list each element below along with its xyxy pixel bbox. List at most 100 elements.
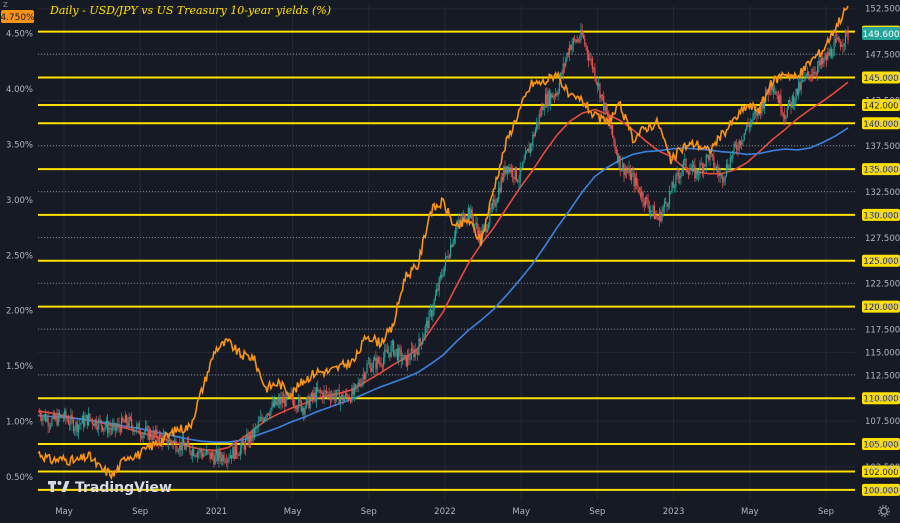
candle-body bbox=[43, 414, 45, 417]
candle-body bbox=[406, 354, 409, 366]
candle-body bbox=[614, 141, 616, 150]
candle-body bbox=[477, 229, 480, 240]
candle-body bbox=[451, 244, 453, 247]
candle-body bbox=[255, 427, 257, 429]
candle-body bbox=[157, 439, 159, 443]
right-tick-label: 122.500 bbox=[865, 280, 900, 290]
candle-body bbox=[505, 166, 507, 174]
candle-body bbox=[743, 133, 745, 140]
candle-body bbox=[624, 170, 626, 176]
candle-body bbox=[150, 430, 152, 438]
candle-body bbox=[658, 211, 661, 221]
candle-body bbox=[77, 425, 80, 433]
candle-body bbox=[715, 166, 717, 169]
candle-body bbox=[306, 396, 309, 400]
candle-body bbox=[117, 423, 119, 428]
candle-body bbox=[566, 52, 568, 60]
candle-body bbox=[258, 420, 261, 423]
candle-body bbox=[574, 38, 576, 40]
candle-body bbox=[285, 392, 287, 407]
x-tick-label: May bbox=[741, 507, 759, 517]
candle-body bbox=[838, 37, 840, 43]
candle-body bbox=[374, 357, 376, 361]
gear-icon[interactable] bbox=[878, 505, 890, 517]
candle-body bbox=[133, 430, 135, 432]
scale-mode-button[interactable]: Z bbox=[3, 1, 8, 9]
candle-body bbox=[113, 423, 115, 426]
candle-body bbox=[243, 443, 245, 450]
candle-body bbox=[613, 136, 615, 142]
candle-body bbox=[589, 58, 591, 61]
candle-body bbox=[741, 141, 743, 145]
candle-body bbox=[562, 63, 564, 74]
candle-body bbox=[474, 224, 476, 226]
candle-body bbox=[433, 300, 435, 311]
candle-body bbox=[689, 170, 691, 175]
candle-body bbox=[189, 445, 191, 453]
scale-mode-label: Z bbox=[3, 1, 8, 9]
candle-body bbox=[99, 419, 101, 421]
candle-body bbox=[67, 419, 69, 425]
candle-body bbox=[205, 450, 207, 455]
candle-body bbox=[148, 430, 150, 440]
left-tick-label: 2.00% bbox=[6, 307, 33, 317]
yield-value-label: 4.750% bbox=[0, 13, 35, 23]
candle-body bbox=[560, 72, 562, 83]
candle-body bbox=[601, 94, 604, 96]
candle-body bbox=[293, 399, 295, 406]
candle-body bbox=[670, 191, 672, 192]
candle-body bbox=[60, 415, 62, 417]
candle-body bbox=[336, 390, 338, 397]
candle-body bbox=[82, 416, 85, 427]
candle-body bbox=[419, 338, 421, 342]
candle-body bbox=[236, 443, 238, 455]
candle-body bbox=[466, 217, 468, 221]
candle-body bbox=[224, 461, 226, 463]
x-tick-label: May bbox=[512, 507, 530, 517]
candle-body bbox=[810, 75, 812, 78]
candle-body bbox=[800, 81, 802, 90]
candle-body bbox=[138, 423, 140, 435]
candle-body bbox=[382, 357, 385, 366]
level-badge bbox=[862, 300, 900, 313]
candle-body bbox=[541, 105, 543, 115]
candle-body bbox=[412, 348, 414, 350]
candle-body bbox=[281, 398, 283, 403]
candle-body bbox=[200, 449, 202, 454]
candle-body bbox=[636, 177, 638, 185]
level-badge-label: 135.000 bbox=[863, 166, 898, 176]
candle-body bbox=[756, 110, 758, 116]
candle-body bbox=[279, 398, 281, 405]
candle-body bbox=[212, 453, 214, 457]
candle-body bbox=[551, 93, 553, 98]
candle-body bbox=[280, 398, 282, 405]
candle-body bbox=[680, 173, 682, 179]
candle-body bbox=[462, 213, 464, 217]
candle-body bbox=[76, 422, 78, 433]
candle-body bbox=[441, 275, 443, 277]
candle-body bbox=[69, 424, 71, 425]
level-badge-label: 130.000 bbox=[863, 211, 898, 221]
candle-body bbox=[176, 450, 178, 452]
candle-body bbox=[796, 88, 798, 95]
candle-body bbox=[170, 439, 172, 443]
candle-body bbox=[325, 390, 328, 394]
candle-body bbox=[110, 428, 113, 431]
candle-body bbox=[90, 418, 92, 420]
candle-body bbox=[830, 49, 833, 57]
candle-body bbox=[744, 130, 747, 134]
candle-body bbox=[274, 399, 276, 407]
candle-body bbox=[468, 207, 471, 219]
candle-body bbox=[519, 167, 521, 182]
candle-body bbox=[398, 347, 400, 360]
candle-body bbox=[72, 419, 75, 431]
candle-body bbox=[422, 338, 424, 344]
candle-body bbox=[595, 78, 597, 83]
candle-body bbox=[784, 114, 786, 120]
candle-body bbox=[185, 445, 187, 450]
candle-body bbox=[823, 59, 825, 64]
candle-body bbox=[403, 355, 405, 360]
right-tick-label: 125.000 bbox=[865, 257, 900, 267]
